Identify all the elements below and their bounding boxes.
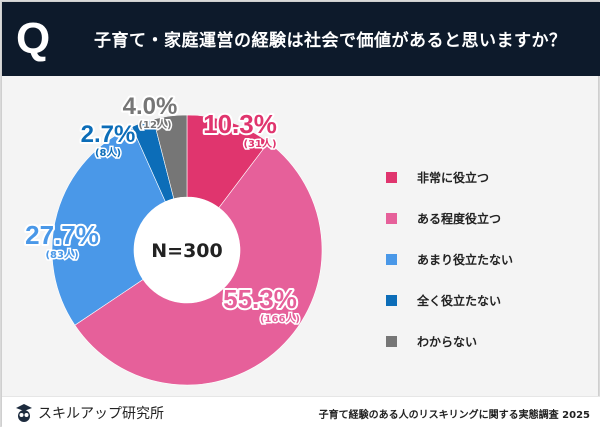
legend-item: あまり役立たない (386, 239, 513, 280)
count-label: (12人) (138, 118, 171, 131)
value-label: 10.3% (203, 109, 277, 139)
legend-label: 非常に役立つ (417, 171, 490, 185)
legend-swatch (386, 172, 397, 183)
donut-hole (134, 197, 240, 303)
owl-graduate-icon (16, 404, 32, 422)
question-title: 子育て・家庭運営の経験は社会で価値があると思いますか？ (94, 31, 567, 51)
value-label: 2.7% (81, 121, 136, 148)
legend-swatch (386, 213, 397, 224)
count-label: (83人) (45, 248, 78, 261)
footer: スキルアップ研究所 子育て経験のある人のリスキリングに関する実態調査 2025 (2, 396, 600, 427)
legend-label: あまり役立たない (417, 253, 514, 267)
value-label: 4.0% (123, 93, 178, 120)
legend-swatch (386, 254, 397, 265)
logo-text: スキルアップ研究所 (38, 406, 164, 422)
legend-item: 非常に役立つ (386, 157, 513, 198)
legend-label: ある程度役立つ (417, 212, 502, 226)
count-label: (31人) (243, 137, 276, 150)
legend: 非常に役立つ ある程度役立つ あまり役立たない 全く役立たない わからない (386, 157, 513, 362)
logo: スキルアップ研究所 (14, 403, 164, 423)
legend-swatch (386, 336, 397, 347)
count-label: (8人) (95, 146, 121, 159)
count-label: (166人) (260, 312, 300, 325)
q-mark: Q (16, 14, 51, 63)
legend-swatch (386, 295, 397, 306)
value-label: 55.3% (223, 284, 297, 314)
legend-item: 全く役立たない (386, 280, 513, 321)
source-caption: 子育て経験のある人のリスキリングに関する実態調査 2025 (318, 410, 590, 421)
legend-label: わからない (417, 335, 478, 349)
legend-item: ある程度役立つ (386, 198, 513, 239)
legend-item: わからない (386, 321, 513, 362)
center-label: N=300 (151, 240, 222, 262)
legend-label: 全く役立たない (417, 294, 502, 308)
question-header: Q 子育て・家庭運営の経験は社会で価値があると思いますか？ (2, 2, 600, 76)
value-label: 27.7% (25, 220, 99, 250)
donut-chart: N=300 10.3%(31人) 55.3%(166人) 27.7%(83人) 2.7%… (23, 91, 323, 386)
